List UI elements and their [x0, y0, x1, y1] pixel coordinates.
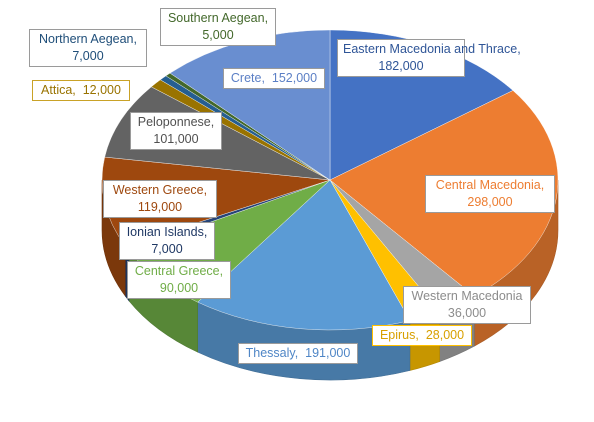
- slice-label-attica: Attica, 12,000: [32, 80, 130, 101]
- slice-label-central-macedonia: Central Macedonia, 298,000: [425, 175, 555, 213]
- slice-label-epirus: Epirus, 28,000: [372, 325, 472, 346]
- slice-label-northern-aegean: Northern Aegean, 7,000: [29, 29, 147, 67]
- slice-label-eastern-macedonia: Eastern Macedonia and Thrace, 182,000: [337, 39, 521, 77]
- pie-slice-thessaly: [197, 179, 411, 331]
- slice-label-central-greece: Central Greece, 90,000: [127, 261, 231, 299]
- slice-label-crete: Crete, 152,000: [223, 68, 325, 89]
- slice-label-peloponnese: Peloponnese, 101,000: [130, 112, 222, 150]
- slice-label-western-greece: Western Greece, 119,000: [103, 180, 217, 218]
- slice-label-thessaly: Thessaly, 191,000: [238, 343, 358, 364]
- slice-label-western-macedonia: Western Macedonia 36,000: [403, 286, 531, 324]
- pie-top-faces: [101, 29, 559, 331]
- slice-label-southern-aegean: Southern Aegean, 5,000: [160, 8, 276, 46]
- slice-label-ionian-islands: Ionian Islands, 7,000: [119, 222, 215, 260]
